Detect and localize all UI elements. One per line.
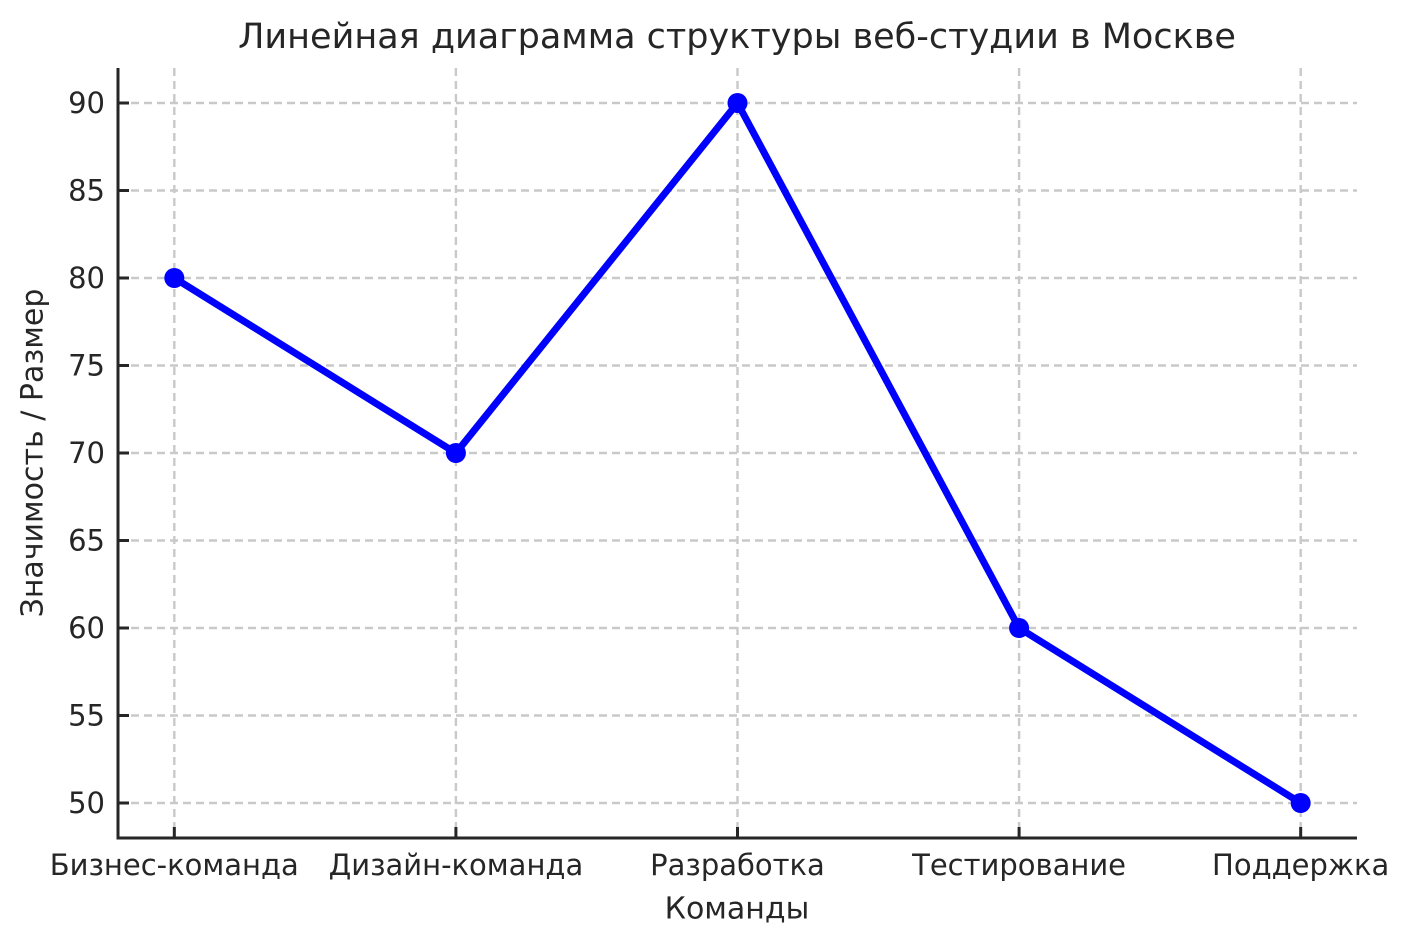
data-point-marker bbox=[445, 443, 466, 463]
y-tick-label: 60 bbox=[68, 611, 105, 645]
x-tick-label: Тестирование bbox=[911, 848, 1126, 882]
y-tick-label: 90 bbox=[68, 86, 105, 120]
x-tick-label: Дизайн-команда bbox=[329, 848, 584, 882]
x-tick-label: Поддержка bbox=[1212, 848, 1389, 882]
data-point-marker bbox=[727, 93, 748, 113]
y-tick-label: 55 bbox=[68, 699, 105, 733]
y-tick-label: 70 bbox=[68, 436, 105, 470]
y-tick-label: 65 bbox=[68, 524, 105, 558]
y-tick-label: 75 bbox=[68, 349, 105, 383]
x-tick-label: Бизнес-команда bbox=[50, 848, 299, 882]
chart-title: Линейная диаграмма структуры веб-студии … bbox=[238, 17, 1236, 57]
y-tick-label: 80 bbox=[68, 261, 105, 295]
y-tick-label: 50 bbox=[68, 786, 105, 820]
x-tick-label: Разработка bbox=[650, 848, 825, 882]
y-tick-label: 85 bbox=[68, 174, 105, 208]
data-point-marker bbox=[164, 268, 185, 288]
data-point-marker bbox=[1009, 618, 1030, 638]
x-axis-label: Команды bbox=[664, 891, 810, 927]
data-point-marker bbox=[1290, 793, 1311, 813]
